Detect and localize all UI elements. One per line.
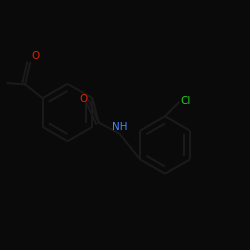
- Text: Cl: Cl: [181, 96, 191, 106]
- Text: NH: NH: [112, 122, 127, 132]
- Text: O: O: [31, 50, 40, 60]
- Text: O: O: [79, 94, 88, 104]
